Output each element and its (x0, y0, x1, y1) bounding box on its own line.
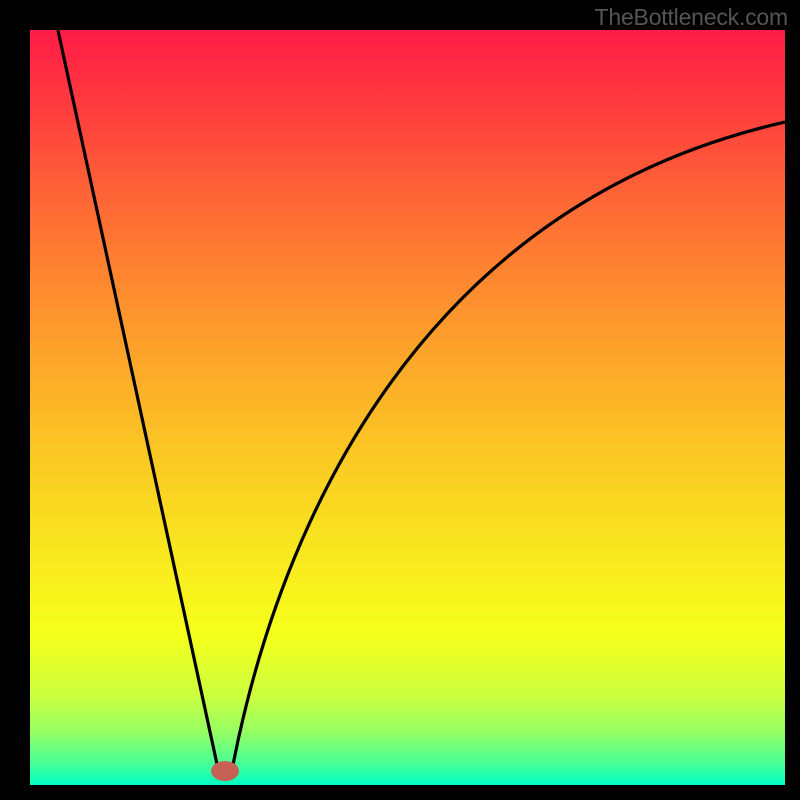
curve-left-segment (58, 30, 219, 772)
chart-container: TheBottleneck.com (0, 0, 800, 800)
curve-right-segment (232, 122, 785, 772)
minimum-marker (211, 761, 239, 781)
plot-area (30, 30, 785, 785)
attribution-text: TheBottleneck.com (595, 4, 788, 31)
curve-layer (30, 30, 785, 785)
